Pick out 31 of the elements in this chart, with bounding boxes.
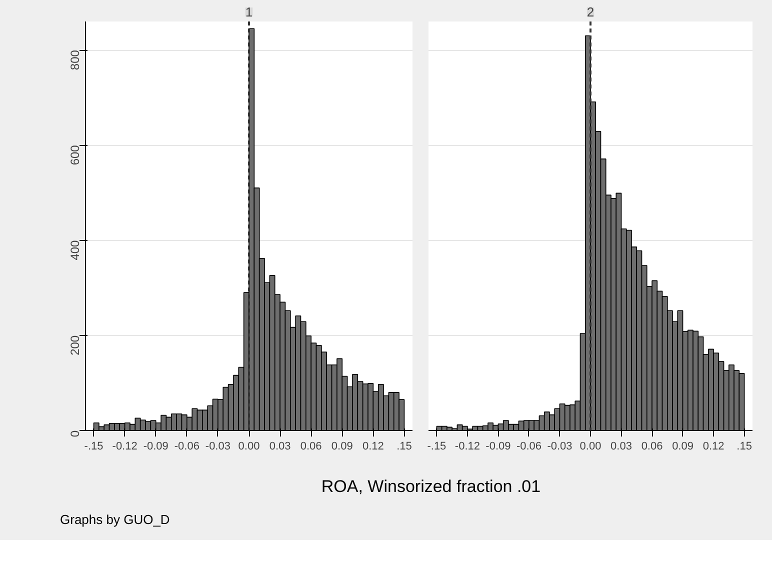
y-tick-label: 800 [68,50,82,70]
x-tick-label: 0.00 [580,440,602,452]
text: Graphs by GUO_D [60,511,170,529]
x-tick-label: 0.09 [331,440,353,452]
x-tick-label: -0.06 [174,440,200,452]
x-tick-label: -.15 [84,440,104,452]
x-tick-label: 0.00 [238,440,260,452]
y-tick-label: 400 [68,240,82,260]
x-tick-label: -0.03 [547,440,572,452]
x-tick-label: .15 [396,440,412,452]
x-tick-label: -.15 [427,440,446,452]
x-tick-label: 0.12 [362,440,384,452]
x-tick-label: 0.12 [702,440,724,452]
x-axis-title: ROA, Winsorized fraction .01 [321,476,541,498]
x-tick-label: -0.06 [516,440,542,452]
x-tick-label: 0.06 [641,440,663,452]
x-tick-label: 0.09 [672,440,694,452]
x-tick-label: 0.06 [300,440,322,452]
y-tick-label: 0 [68,430,82,438]
y-tick-label: 600 [68,144,82,166]
chart-title: 2 [586,4,594,20]
x-tick-label: -0.12 [454,440,480,452]
x-tick-label: -0.12 [112,440,138,452]
chart-title: 1 [245,4,253,20]
x-tick-label: -0.09 [143,440,168,452]
x-tick-label: 0.03 [610,440,632,452]
y-tick-label: 200 [68,335,82,356]
x-tick-label: -0.03 [205,440,230,452]
x-tick-label: 0.03 [269,440,291,452]
x-tick-label: -0.09 [486,440,511,452]
x-tick-label: .15 [736,440,752,452]
